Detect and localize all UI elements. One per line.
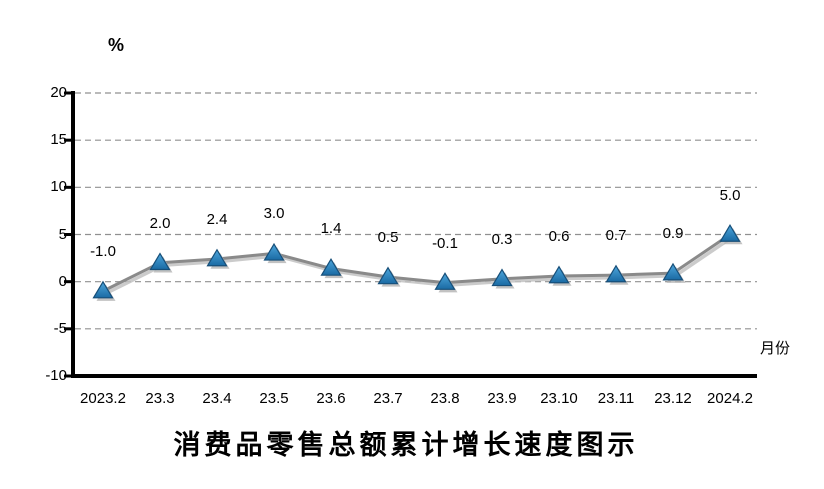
data-value-label: -0.1 bbox=[432, 234, 458, 252]
x-tick-label: 23.5 bbox=[259, 390, 289, 407]
data-value-label: -1.0 bbox=[90, 243, 116, 261]
x-tick-label: 23.7 bbox=[373, 390, 403, 407]
data-point-marker bbox=[149, 252, 171, 271]
data-point-marker bbox=[377, 266, 399, 285]
y-tick-label: 0 bbox=[58, 272, 67, 290]
data-value-label: 5.0 bbox=[719, 186, 741, 204]
x-tick-label: 2023.2 bbox=[80, 390, 126, 407]
x-tick-label: 23.8 bbox=[430, 390, 460, 407]
x-tick-label: 23.11 bbox=[597, 390, 635, 407]
data-point-marker bbox=[491, 268, 513, 287]
x-tick-label: 23.9 bbox=[487, 390, 517, 407]
data-point-marker bbox=[263, 242, 285, 261]
x-tick-label: 23.6 bbox=[316, 390, 346, 407]
data-value-label: 3.0 bbox=[263, 205, 285, 223]
y-tick-label: 5 bbox=[58, 225, 67, 243]
x-axis-unit-label: 月份 bbox=[760, 340, 791, 357]
data-point-marker bbox=[320, 258, 342, 276]
y-tick-label: 10 bbox=[50, 178, 67, 196]
data-value-label: 0.6 bbox=[548, 228, 570, 245]
data-point-marker bbox=[548, 265, 570, 284]
chart-title: 消费品零售总额累计增长速度图示 bbox=[173, 430, 639, 461]
x-tick-label: 2024.2 bbox=[707, 390, 753, 407]
data-value-label: 0.5 bbox=[377, 228, 399, 246]
data-point-marker bbox=[92, 280, 114, 299]
data-value-label: 1.4 bbox=[320, 220, 342, 238]
x-tick-label: 23.12 bbox=[654, 390, 692, 407]
data-value-label: 0.7 bbox=[605, 227, 627, 245]
data-value-label: 2.0 bbox=[149, 214, 171, 232]
series-line bbox=[102, 233, 731, 293]
data-value-label: 0.3 bbox=[491, 230, 513, 248]
data-point-marker bbox=[434, 272, 456, 290]
y-tick-label: 15 bbox=[50, 131, 67, 149]
y-axis-unit-label: % bbox=[108, 35, 125, 55]
y-tick-label: 20 bbox=[50, 84, 67, 101]
data-point-marker bbox=[662, 262, 684, 281]
x-tick-label: 23.10 bbox=[540, 390, 578, 407]
y-tick-label: -5 bbox=[53, 319, 67, 337]
data-point-marker bbox=[605, 264, 627, 283]
data-point-marker bbox=[206, 248, 228, 267]
data-value-label: 2.4 bbox=[206, 211, 228, 229]
y-tick-label: -10 bbox=[45, 367, 67, 384]
x-tick-label: 23.3 bbox=[145, 390, 175, 407]
x-tick-label: 23.4 bbox=[202, 390, 232, 407]
data-value-label: 0.9 bbox=[662, 225, 684, 243]
data-point-marker bbox=[719, 224, 741, 242]
